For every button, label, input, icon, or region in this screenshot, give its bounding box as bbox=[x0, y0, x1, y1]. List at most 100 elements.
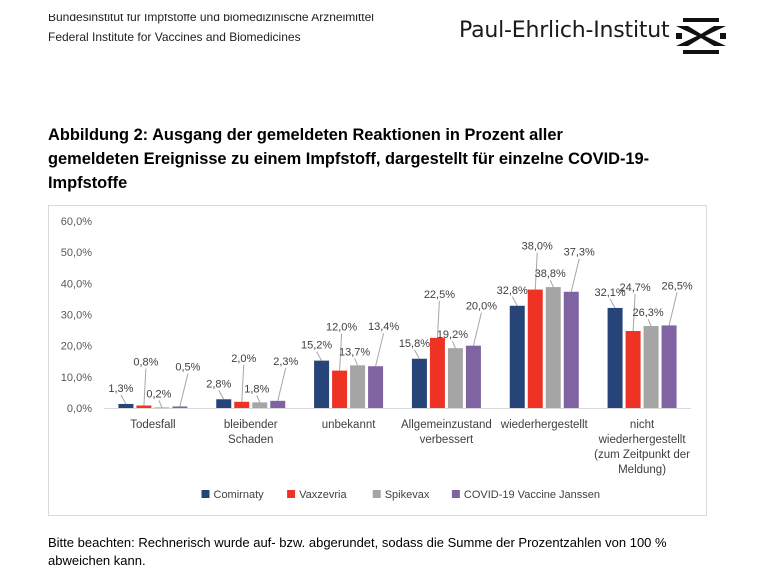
bar-vaxzevria bbox=[625, 331, 641, 408]
x-category-label: nicht bbox=[630, 419, 655, 431]
bar-spikevax bbox=[643, 326, 659, 408]
data-label-leader bbox=[218, 390, 225, 400]
legend-label: Comirnaty bbox=[214, 489, 265, 501]
x-category-label: (zum Zeitpunkt der bbox=[594, 449, 690, 461]
x-category-label: Schaden bbox=[228, 434, 273, 446]
data-label: 22,5% bbox=[424, 289, 455, 301]
data-label-leader bbox=[534, 252, 538, 290]
legend-swatch bbox=[372, 490, 381, 498]
bar-covid-19-vaccine-janssen bbox=[465, 345, 481, 408]
bar-chart: 0,0% 10,0% 20,0% 30,0% 40,0% 50,0% 60,0% 1,3% 0,… bbox=[61, 216, 693, 501]
legend-label: COVID-19 Vaccine Janssen bbox=[464, 489, 600, 501]
data-label: 26,5% bbox=[661, 280, 692, 292]
bar-spikevax bbox=[545, 287, 561, 408]
x-category-label: wiederhergestellt bbox=[598, 434, 687, 446]
data-label-leader bbox=[158, 400, 163, 408]
data-label: 32,1% bbox=[594, 287, 625, 299]
bar-comirnaty bbox=[607, 307, 623, 408]
bar-comirnaty bbox=[216, 399, 232, 408]
data-label: 2,0% bbox=[231, 353, 256, 365]
y-tick-label: 60,0% bbox=[61, 216, 92, 228]
bar-comirnaty bbox=[314, 360, 330, 408]
data-label: 19,2% bbox=[437, 329, 468, 341]
data-label: 0,2% bbox=[146, 388, 171, 400]
institute-name: Paul-Ehrlich-Institut bbox=[459, 18, 670, 43]
data-label-leader bbox=[179, 373, 189, 407]
bar-covid-19-vaccine-janssen bbox=[661, 325, 677, 408]
data-label: 13,4% bbox=[368, 321, 399, 333]
data-label: 0,8% bbox=[133, 357, 158, 369]
data-label-leader bbox=[549, 279, 554, 288]
bar-covid-19-vaccine-janssen bbox=[172, 406, 188, 408]
institute-german-name: Bundesinstitut für Impfstoffe und biomed… bbox=[48, 10, 374, 24]
data-label-leader bbox=[609, 298, 616, 309]
y-tick-label: 40,0% bbox=[61, 278, 92, 290]
data-label-leader bbox=[143, 368, 147, 406]
bar-covid-19-vaccine-janssen bbox=[368, 366, 384, 408]
data-label: 0,5% bbox=[175, 361, 200, 373]
data-label: 24,7% bbox=[619, 282, 650, 294]
data-label: 37,3% bbox=[564, 247, 595, 259]
data-label-leader bbox=[511, 296, 518, 307]
legend-label: Spikevax bbox=[385, 489, 430, 501]
institute-english-name: Federal Institute for Vaccines and Biome… bbox=[48, 30, 301, 44]
data-label-leader bbox=[668, 292, 678, 326]
x-category-label: Meldung) bbox=[618, 464, 666, 476]
y-tick-label: 20,0% bbox=[61, 341, 92, 353]
data-label: 38,0% bbox=[522, 241, 553, 253]
data-label-leader bbox=[570, 258, 580, 292]
y-tick-label: 30,0% bbox=[61, 310, 92, 322]
bar-comirnaty bbox=[411, 358, 427, 408]
data-label-leader bbox=[241, 364, 245, 402]
y-tick-label: 10,0% bbox=[61, 372, 92, 384]
legend-swatch bbox=[451, 490, 460, 498]
x-category-label: unbekannt bbox=[322, 419, 377, 431]
data-label-leader bbox=[632, 293, 636, 332]
x-category-label: wiederhergestellt bbox=[500, 419, 589, 431]
data-label-leader bbox=[451, 340, 456, 349]
data-label-leader bbox=[413, 349, 420, 359]
data-label: 1,3% bbox=[108, 383, 133, 395]
x-category-label: verbessert bbox=[420, 434, 474, 446]
data-label: 15,8% bbox=[399, 338, 430, 350]
legend-label: Vaxzevria bbox=[299, 489, 347, 501]
data-label-leader bbox=[120, 394, 127, 405]
data-label: 12,0% bbox=[326, 322, 357, 334]
data-label-leader bbox=[316, 351, 323, 361]
data-label: 1,8% bbox=[244, 383, 269, 395]
bar-vaxzevria bbox=[234, 401, 250, 408]
bar-spikevax bbox=[154, 407, 170, 409]
bar-comirnaty bbox=[118, 403, 134, 408]
bar-vaxzevria bbox=[136, 405, 152, 408]
data-label: 15,2% bbox=[301, 340, 332, 352]
data-label: 20,0% bbox=[466, 301, 497, 313]
pei-logo-icon bbox=[674, 16, 728, 61]
bar-spikevax bbox=[252, 402, 268, 408]
bar-vaxzevria bbox=[429, 337, 445, 408]
y-tick-label: 50,0% bbox=[61, 247, 92, 259]
bar-covid-19-vaccine-janssen bbox=[563, 291, 579, 408]
bar-spikevax bbox=[350, 365, 366, 408]
data-label-leader bbox=[354, 358, 359, 366]
bar-vaxzevria bbox=[332, 370, 348, 408]
data-label-leader bbox=[375, 333, 385, 367]
data-label: 26,3% bbox=[632, 307, 663, 319]
data-label: 2,8% bbox=[206, 378, 231, 390]
data-label-leader bbox=[277, 367, 287, 401]
data-label-leader bbox=[647, 318, 652, 327]
bar-vaxzevria bbox=[527, 289, 543, 408]
data-label: 2,3% bbox=[273, 356, 298, 368]
data-label-leader bbox=[256, 395, 261, 403]
data-label-leader bbox=[436, 300, 440, 338]
x-category-label: Todesfall bbox=[130, 419, 175, 431]
x-category-label: bleibender bbox=[224, 419, 278, 431]
legend-swatch bbox=[287, 490, 296, 498]
chart-container: 0,0% 10,0% 20,0% 30,0% 40,0% 50,0% 60,0% 1,3% 0,… bbox=[48, 205, 707, 516]
data-label: 13,7% bbox=[339, 346, 370, 358]
data-label: 32,8% bbox=[497, 285, 528, 297]
bar-spikevax bbox=[447, 348, 463, 408]
bar-comirnaty bbox=[509, 305, 525, 408]
data-label: 38,8% bbox=[535, 268, 566, 280]
bar-covid-19-vaccine-janssen bbox=[270, 400, 286, 408]
y-tick-label: 0,0% bbox=[67, 403, 92, 415]
